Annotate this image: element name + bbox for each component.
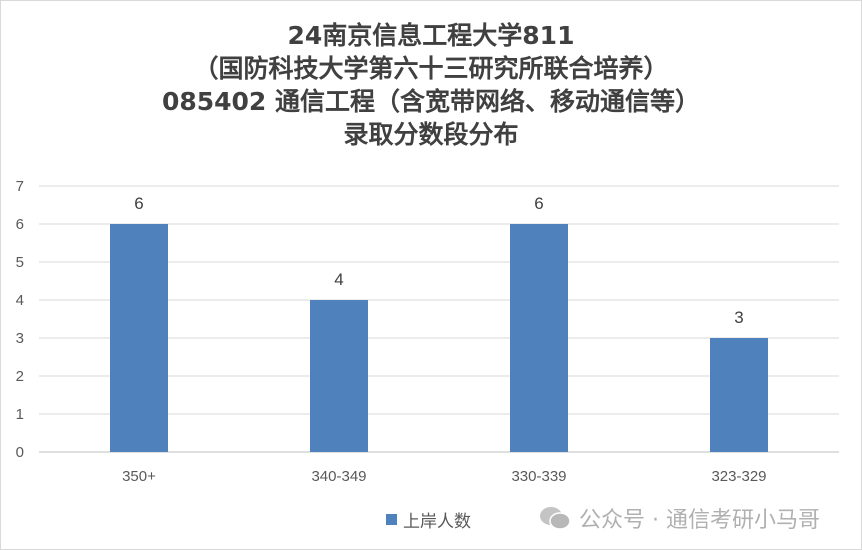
title-line-3: 085402 通信工程（含宽带网络、移动通信等） xyxy=(161,87,701,116)
x-tick-label: 323-329 xyxy=(711,468,766,485)
title-line-1: 24南京信息工程大学811 xyxy=(287,21,575,50)
legend: 上岸人数 xyxy=(386,507,471,532)
bar xyxy=(510,224,568,452)
watermark: 公众号 · 通信考研小马哥 xyxy=(539,502,820,534)
y-tick-label: 6 xyxy=(16,216,24,233)
bar xyxy=(110,224,168,452)
chart-title: 24南京信息工程大学811 （国防科技大学第六十三研究所联合培养） 085402… xyxy=(1,19,861,151)
x-tick-label: 350+ xyxy=(122,468,156,485)
x-tick-label: 340-349 xyxy=(311,468,366,485)
data-label: 6 xyxy=(134,194,143,213)
y-tick-label: 2 xyxy=(16,368,24,385)
y-tick-label: 5 xyxy=(16,254,24,271)
bar xyxy=(310,300,368,452)
data-label: 6 xyxy=(534,194,543,213)
y-tick-label: 7 xyxy=(16,178,24,195)
x-tick-label: 330-339 xyxy=(511,468,566,485)
watermark-text: 公众号 · 通信考研小马哥 xyxy=(579,508,820,533)
legend-label: 上岸人数 xyxy=(403,512,471,532)
data-label: 3 xyxy=(734,308,743,327)
y-tick-label: 0 xyxy=(16,444,24,461)
y-tick-label: 4 xyxy=(16,292,24,309)
bar xyxy=(710,338,768,452)
legend-swatch xyxy=(386,514,397,525)
y-tick-label: 1 xyxy=(16,406,24,423)
title-line-2: （国防科技大学第六十三研究所联合培养） xyxy=(193,54,669,83)
y-tick-label: 3 xyxy=(16,330,24,347)
data-label: 4 xyxy=(334,270,343,289)
title-line-4: 录取分数段分布 xyxy=(343,120,519,149)
wechat-icon xyxy=(539,505,571,531)
